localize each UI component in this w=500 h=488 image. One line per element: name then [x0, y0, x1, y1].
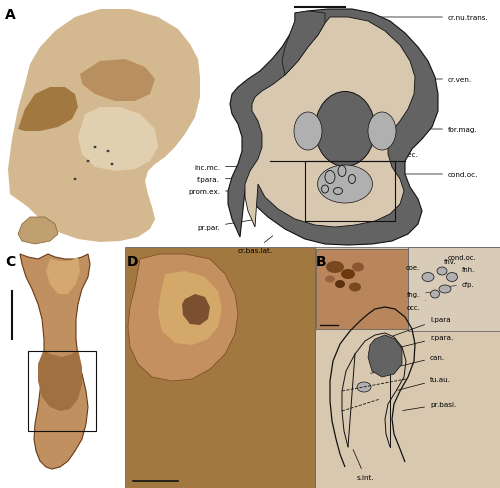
- Text: inc.mc.: inc.mc.: [194, 164, 332, 171]
- Text: cr.bas.lat.: cr.bas.lat.: [238, 236, 273, 253]
- Text: cond.oc.: cond.oc.: [448, 254, 476, 261]
- Text: cr.nu.trans.: cr.nu.trans.: [373, 15, 489, 21]
- Ellipse shape: [422, 273, 434, 282]
- Text: s.int.: s.int.: [353, 449, 374, 480]
- Polygon shape: [128, 254, 238, 381]
- Ellipse shape: [74, 179, 76, 181]
- Bar: [125, 247, 315, 488]
- Text: r.para.: r.para.: [388, 334, 453, 350]
- Text: m.rec.: m.rec.: [364, 152, 418, 171]
- Polygon shape: [18, 88, 78, 132]
- Text: fng.: fng.: [407, 291, 432, 297]
- Ellipse shape: [86, 161, 90, 163]
- Text: coe.: coe.: [406, 264, 425, 274]
- Polygon shape: [18, 218, 58, 244]
- Ellipse shape: [357, 382, 371, 392]
- Text: D: D: [127, 254, 138, 268]
- Text: tubc.bas.: tubc.bas.: [354, 185, 414, 203]
- Ellipse shape: [94, 146, 96, 149]
- Text: for.mag.: for.mag.: [378, 127, 478, 133]
- Text: tu.au.: tu.au.: [398, 376, 451, 390]
- Ellipse shape: [335, 281, 345, 288]
- Ellipse shape: [325, 276, 335, 283]
- Polygon shape: [368, 335, 402, 377]
- Ellipse shape: [439, 285, 451, 293]
- Polygon shape: [46, 258, 80, 294]
- Text: pr.par.: pr.par.: [197, 220, 256, 230]
- Ellipse shape: [430, 290, 440, 298]
- Ellipse shape: [294, 113, 322, 151]
- Polygon shape: [158, 271, 222, 346]
- Polygon shape: [282, 12, 325, 76]
- Text: cfp.: cfp.: [448, 282, 474, 287]
- Polygon shape: [245, 18, 415, 227]
- Text: can.: can.: [370, 354, 445, 374]
- Ellipse shape: [106, 150, 110, 153]
- Text: cond.oc.: cond.oc.: [399, 172, 478, 178]
- Text: l.para: l.para: [392, 316, 450, 336]
- Text: pr.basi.: pr.basi.: [402, 401, 456, 411]
- Polygon shape: [8, 10, 200, 243]
- Text: f.para.: f.para.: [197, 177, 327, 183]
- Ellipse shape: [315, 92, 375, 167]
- Polygon shape: [80, 60, 155, 102]
- Ellipse shape: [341, 269, 355, 280]
- Text: A: A: [5, 8, 16, 22]
- Bar: [28, 351, 96, 431]
- Polygon shape: [38, 349, 82, 411]
- Ellipse shape: [110, 163, 114, 166]
- Polygon shape: [228, 10, 438, 245]
- Ellipse shape: [326, 262, 344, 273]
- Ellipse shape: [368, 113, 396, 151]
- Text: prom.ex.: prom.ex.: [188, 189, 315, 195]
- Ellipse shape: [352, 263, 364, 272]
- Text: cr.ven.: cr.ven.: [403, 77, 472, 83]
- Text: fnh.: fnh.: [454, 266, 475, 274]
- Polygon shape: [182, 294, 210, 325]
- Ellipse shape: [318, 165, 372, 203]
- Polygon shape: [20, 254, 90, 469]
- Text: C: C: [5, 254, 15, 268]
- Bar: [315, 247, 500, 488]
- Bar: [408, 247, 500, 331]
- Bar: [316, 249, 408, 329]
- Bar: [0, 247, 125, 488]
- Ellipse shape: [349, 283, 361, 292]
- Ellipse shape: [437, 267, 447, 275]
- Text: occ.: occ.: [406, 301, 425, 310]
- Ellipse shape: [446, 273, 458, 282]
- Polygon shape: [78, 108, 158, 172]
- Text: fnv.: fnv.: [442, 259, 456, 269]
- Bar: [0, 0, 215, 243]
- Text: B: B: [316, 254, 326, 268]
- Bar: [305, 162, 395, 222]
